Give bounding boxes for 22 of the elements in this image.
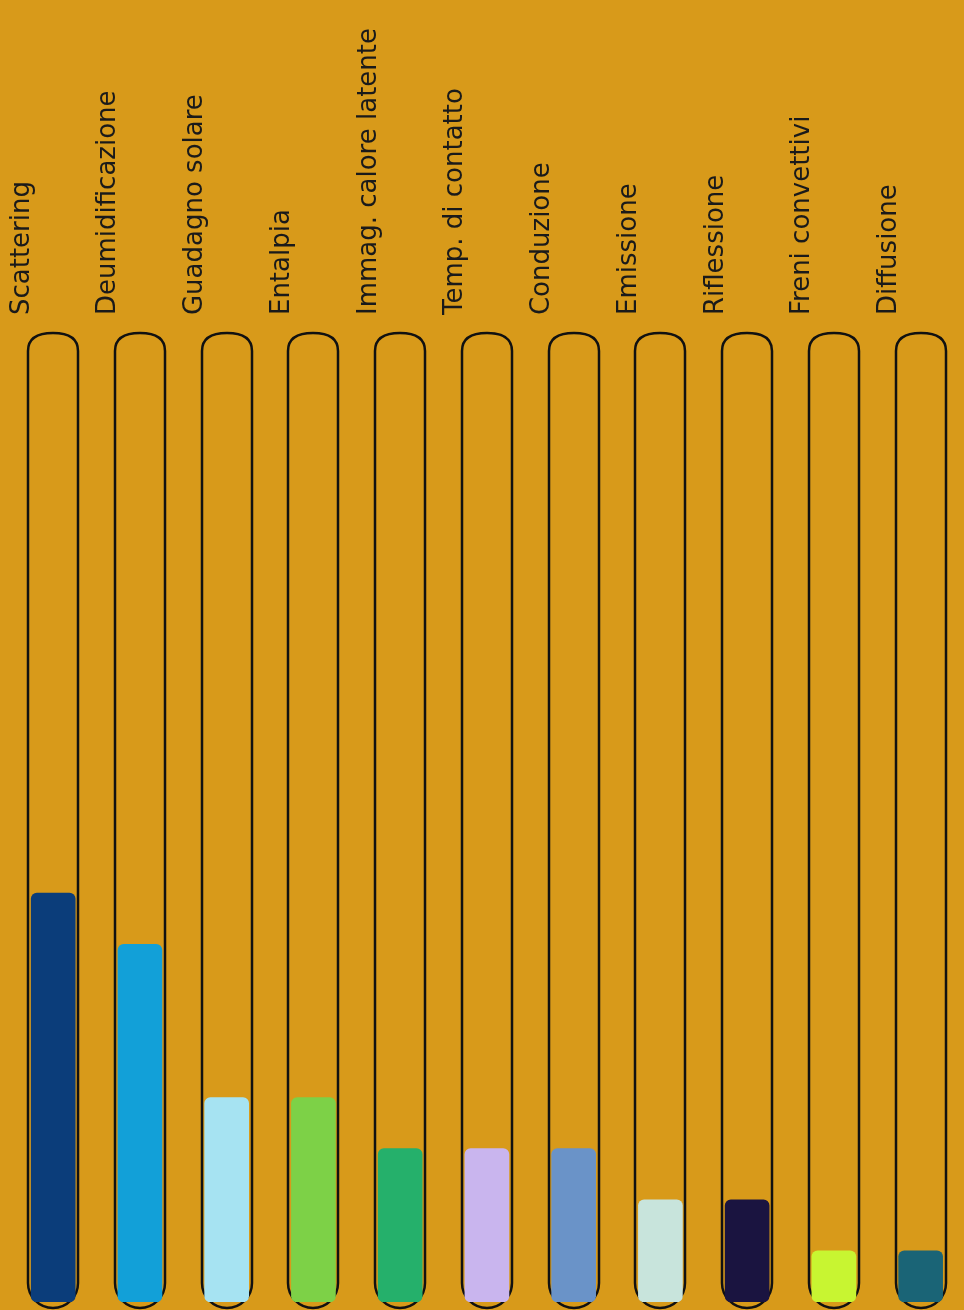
bar (638, 1199, 683, 1302)
x-tick-label: Entalpia (264, 209, 295, 316)
x-tick-label: Freni convettivi (785, 115, 816, 316)
bar (811, 1250, 857, 1302)
bar (291, 1097, 336, 1302)
bar (724, 1199, 770, 1302)
x-tick-label: Conduzione (525, 162, 556, 316)
x-tick-label: Immag. calore latente (351, 27, 382, 316)
bar (551, 1148, 596, 1302)
x-tick-label: Emissione (611, 183, 642, 316)
x-tick-label: Guadagno solare (178, 94, 209, 316)
bar (204, 1097, 250, 1302)
bar (117, 943, 163, 1302)
bar (464, 1148, 510, 1302)
bar (30, 892, 76, 1302)
x-tick-label: Temp. di contatto (438, 88, 469, 317)
x-tick-label: Riflessione (698, 174, 729, 316)
bar (898, 1250, 943, 1302)
x-tick-label: Deumidificazione (91, 90, 122, 316)
bar (377, 1148, 423, 1302)
x-tick-label: Diffusione (872, 184, 903, 316)
x-tick-label: Scattering (4, 181, 35, 316)
